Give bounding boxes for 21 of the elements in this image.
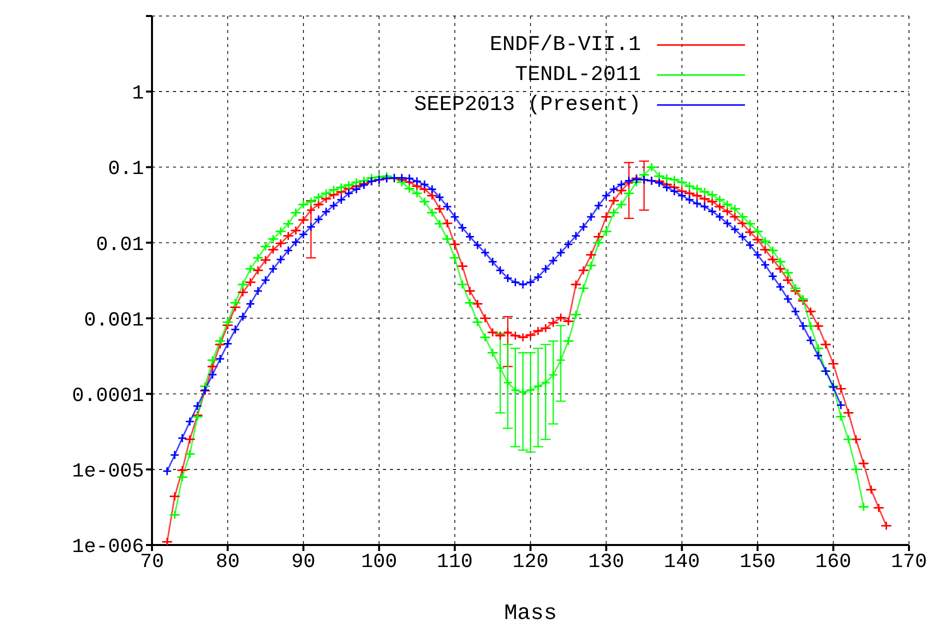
- x-tick-label: 130: [588, 551, 624, 574]
- x-tick-label: 80: [216, 551, 240, 574]
- x-tick-label: 120: [512, 551, 549, 574]
- x-tick-label: 70: [140, 551, 164, 574]
- x-tick-label: 170: [890, 551, 928, 574]
- y-tick-label: 0.1: [108, 158, 144, 182]
- y-tick-label: 0.01: [96, 234, 144, 257]
- x-axis-title: Mass: [504, 601, 557, 626]
- legend-label: ENDF/B-VII.1: [490, 34, 641, 56]
- y-tick-label: 1e-005: [72, 460, 144, 484]
- x-tick-label: 90: [291, 551, 316, 574]
- y-tick-label: 0.001: [84, 309, 144, 332]
- x-tick-label: 140: [664, 551, 700, 574]
- x-tick-label: 160: [815, 551, 852, 574]
- y-tick-label: 1: [132, 82, 144, 106]
- x-tick-label: 100: [361, 551, 398, 574]
- legend-label: TENDL-2011: [514, 64, 641, 86]
- x-tick-label: 150: [740, 551, 776, 574]
- legend-label: SEEP2013 (Present): [414, 94, 641, 116]
- y-tick-label: 0.0001: [72, 384, 144, 408]
- x-tick-label: 110: [436, 551, 473, 574]
